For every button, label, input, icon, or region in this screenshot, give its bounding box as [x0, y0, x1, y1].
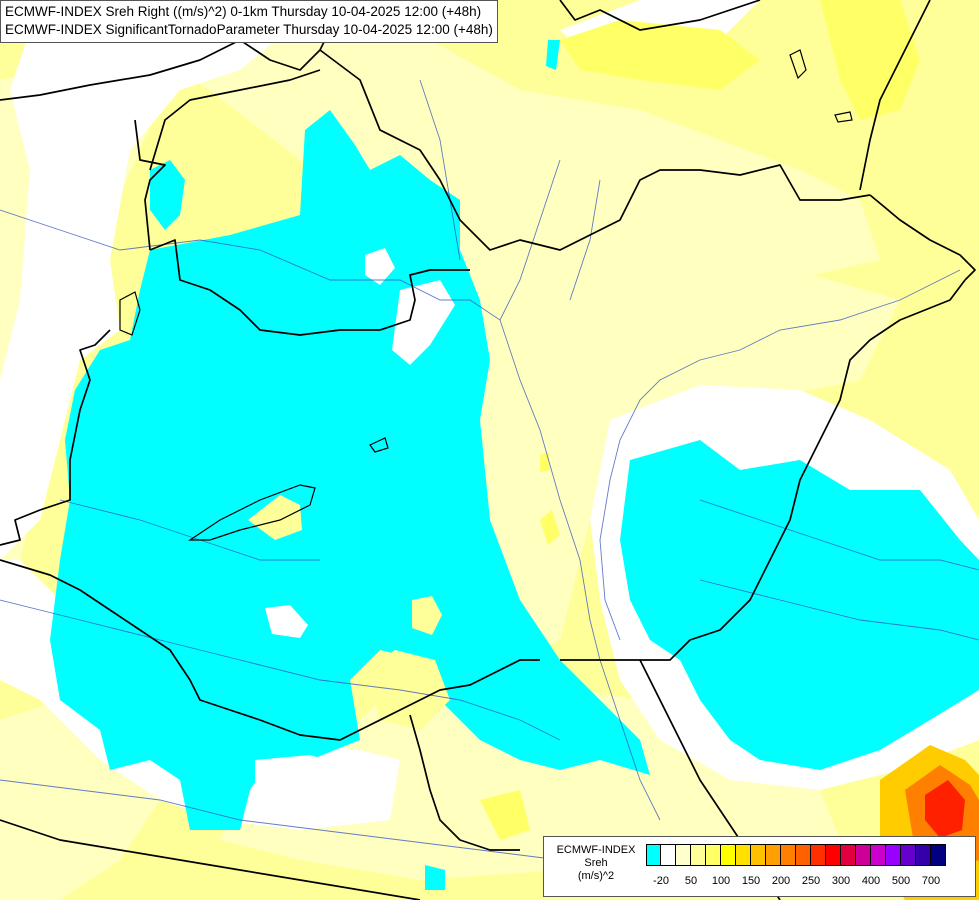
lake-velence	[369, 437, 389, 453]
white-pockets	[255, 248, 455, 815]
legend-tick-label: 300	[831, 875, 851, 887]
legend-tick-label: 250	[801, 875, 821, 887]
lake-balaton	[188, 484, 316, 541]
border-austria-north	[149, 69, 321, 171]
legend-swatch-5	[721, 844, 736, 866]
white-pocket-2	[392, 280, 455, 365]
legend-tick-labels: -20 50 100 150 200 250 300 400 500 700	[646, 875, 976, 889]
legend-tick-label: 100	[711, 875, 731, 887]
legend-swatch-15	[871, 844, 886, 866]
light-area-centre	[470, 250, 900, 660]
border-austria-west	[0, 329, 111, 546]
river-vah	[499, 159, 561, 321]
legend-tick-label: 400	[861, 875, 881, 887]
medium-cell-1	[248, 495, 302, 540]
lake-poland-2	[834, 111, 853, 123]
low-srh-area-southeast	[425, 865, 445, 890]
legend-swatch-17	[901, 844, 916, 866]
medium-cell-6	[480, 790, 530, 840]
river-sava	[0, 779, 641, 871]
border-austria-slovenia-west	[134, 119, 166, 251]
legend-caption: ECMWF-INDEX Sreh (m/s)^2	[548, 844, 644, 883]
legend-swatch-4	[706, 844, 721, 866]
border-croatia-serbia	[409, 714, 520, 851]
legend-swatch-0	[646, 844, 661, 866]
legend-tick-label: 150	[741, 875, 761, 887]
white-pocket-4	[255, 755, 370, 815]
legend-swatch-10	[796, 844, 811, 866]
legend-swatch-14	[856, 844, 871, 866]
legend-source: ECMWF-INDEX	[556, 844, 636, 856]
lake-neusiedl	[119, 291, 141, 336]
legend-tick-label: 200	[771, 875, 791, 887]
river-maros	[699, 499, 979, 571]
legend-swatch-8	[766, 844, 781, 866]
legend-swatch-19	[931, 844, 946, 866]
border-czech-slovakia	[319, 49, 871, 251]
legend-tick-label: -20	[653, 875, 669, 887]
legend-variable: Sreh	[584, 857, 608, 869]
medium-cell-3	[365, 650, 450, 730]
low-srh-area-north-fleck	[546, 40, 560, 70]
white-pocket-1	[365, 248, 395, 285]
river-drava	[0, 599, 561, 741]
color-legend: ECMWF-INDEX Sreh (m/s)^2 -20 50 100 150 200 2…	[543, 836, 976, 897]
medium-cell-4	[560, 20, 760, 90]
border-hungary-romania	[560, 279, 966, 661]
legend-tick-label: 50	[684, 875, 698, 887]
legend-swatch-7	[751, 844, 766, 866]
legend-swatch-3	[691, 844, 706, 866]
white-area-northwest	[0, 0, 300, 560]
border-bosnia	[0, 819, 421, 900]
medium-cell-5	[820, 0, 920, 120]
low-srh-area-west	[150, 160, 185, 230]
river-hron	[569, 179, 601, 301]
legend-swatch-1	[661, 844, 676, 866]
legend-swatches	[646, 844, 946, 866]
map-title-line-1: ECMWF-INDEX Sreh Right ((m/s)^2) 0-1km T…	[5, 4, 482, 19]
legend-tick-label: 700	[921, 875, 941, 887]
legend-swatch-12	[826, 844, 841, 866]
border-austria-hungary-north	[149, 239, 470, 336]
legend-unit: (m/s)^2	[577, 870, 615, 882]
border-poland-ukraine	[859, 0, 931, 191]
white-pocket-3	[265, 605, 308, 638]
legend-tick-label: 500	[891, 875, 911, 887]
border-slovenia-croatia	[0, 559, 540, 741]
medium-cell-2	[412, 596, 442, 635]
river-tisza	[599, 269, 961, 641]
legend-swatch-2	[676, 844, 691, 866]
legend-swatch-9	[781, 844, 796, 866]
medium-cell-7	[540, 510, 560, 545]
medium-srh-cells	[248, 0, 920, 840]
legend-swatch-18	[916, 844, 931, 866]
border-slovakia-ukraine	[869, 194, 976, 281]
map-title-line-2: ECMWF-INDEX SignificantTornadoParameter …	[5, 22, 493, 37]
lake-poland	[789, 49, 807, 80]
light-area-north	[170, 20, 880, 300]
legend-swatch-16	[886, 844, 901, 866]
legend-swatch-6	[736, 844, 751, 866]
legend-swatch-13	[841, 844, 856, 866]
high-srh-core	[925, 780, 965, 838]
legend-swatch-11	[811, 844, 826, 866]
border-poland-slovakia	[559, 0, 761, 31]
lakes	[119, 49, 853, 541]
map-title-box: ECMWF-INDEX Sreh Right ((m/s)^2) 0-1km T…	[0, 0, 498, 43]
river-morava	[419, 79, 461, 261]
